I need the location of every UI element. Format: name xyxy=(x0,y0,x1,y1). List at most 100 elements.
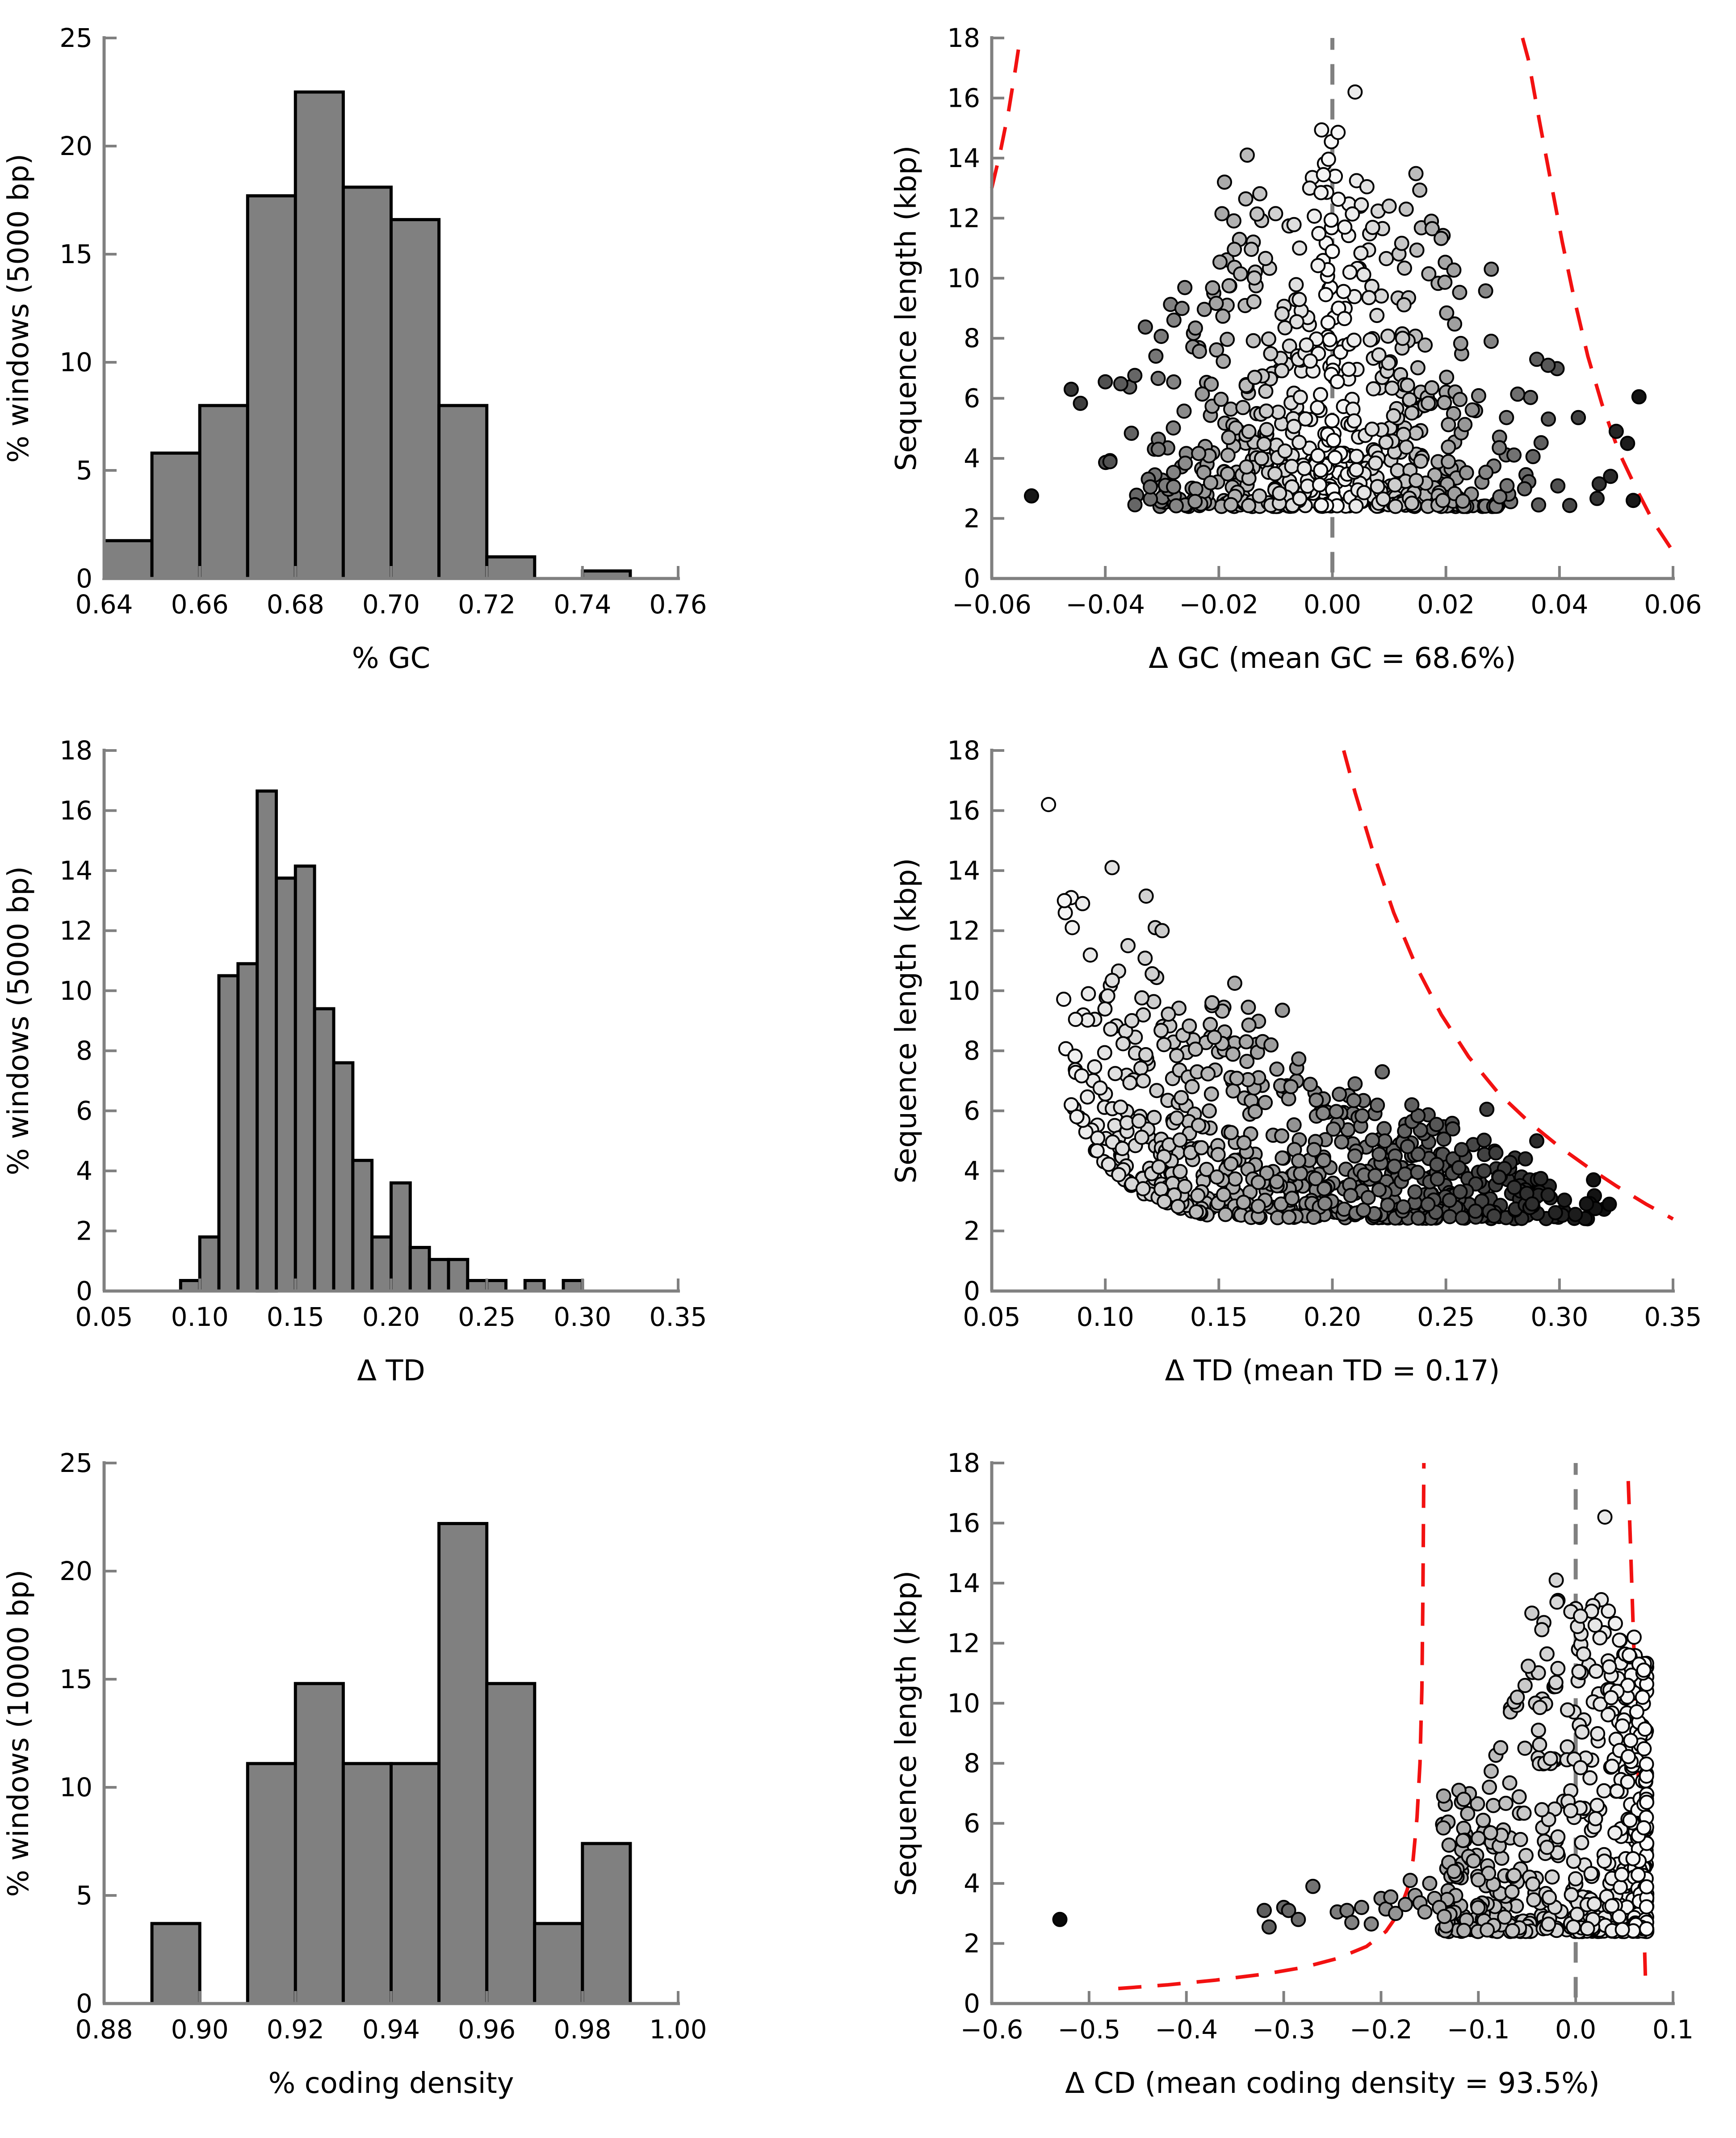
scatter-point xyxy=(1592,1630,1608,1646)
scatter-point xyxy=(1296,461,1312,476)
scatter-point xyxy=(1263,1037,1279,1053)
scatter-point xyxy=(1120,938,1136,953)
scatter-point xyxy=(1203,377,1219,392)
scatter-point xyxy=(1274,306,1290,322)
scatter-point xyxy=(1097,1045,1112,1061)
scatter-point xyxy=(1342,264,1358,280)
histogram-bar xyxy=(246,1762,297,2005)
scatter-point xyxy=(1199,1161,1214,1177)
y-tick-label: 10 xyxy=(947,263,980,293)
scatter-point xyxy=(1194,1140,1209,1156)
scatter-point xyxy=(1356,267,1371,282)
scatter-point xyxy=(1343,1188,1359,1203)
scatter-point xyxy=(1249,206,1265,222)
scatter-point xyxy=(1375,491,1391,507)
scatter-point xyxy=(1074,1068,1090,1084)
x-tick-label: −0.02 xyxy=(1179,589,1258,620)
scatter-point xyxy=(1532,1700,1548,1715)
scatter-point xyxy=(1471,1872,1486,1888)
scatter-point xyxy=(1371,1146,1387,1162)
y-tick-label: 6 xyxy=(964,1096,980,1126)
scatter-point xyxy=(1459,465,1474,481)
scatter-point xyxy=(1235,400,1251,415)
histogram-bar xyxy=(313,1007,335,1293)
histogram-bar xyxy=(351,1159,374,1293)
scatter-point xyxy=(1439,305,1455,321)
histogram-bar xyxy=(370,1235,393,1293)
scatter-point xyxy=(1178,455,1193,471)
scatter-point xyxy=(1397,1897,1413,1912)
scatter-point xyxy=(1115,1036,1131,1052)
scatter-point xyxy=(1421,266,1437,281)
scatter-point xyxy=(1369,308,1385,323)
y-tick-label: 8 xyxy=(964,1748,980,1778)
scatter-point xyxy=(1534,1622,1550,1638)
scatter-point xyxy=(1625,1851,1641,1866)
scatter-point xyxy=(1153,1181,1169,1197)
scatter-point xyxy=(1306,1142,1322,1157)
scatter-point xyxy=(1468,1203,1483,1219)
scatter-point xyxy=(1138,1047,1153,1062)
x-tick-label: 0.25 xyxy=(458,1302,516,1332)
y-tick-label: 20 xyxy=(59,1556,92,1586)
scatter-point xyxy=(1437,1909,1452,1924)
scatter-point xyxy=(1220,331,1235,347)
scatter-point xyxy=(1201,1103,1217,1119)
scatter-point xyxy=(1345,206,1360,222)
scatter-point xyxy=(1223,1125,1239,1140)
scatter-point xyxy=(1488,1145,1504,1161)
scatter-point xyxy=(1566,1853,1581,1869)
scatter-point xyxy=(1388,499,1403,514)
scatter-point xyxy=(1326,1121,1341,1137)
scatter-point xyxy=(1532,1737,1547,1752)
scatter-point xyxy=(1540,357,1556,373)
scatter-point xyxy=(1153,329,1169,344)
scatter-point xyxy=(1221,430,1237,445)
scatter-point xyxy=(1075,896,1090,911)
scatter-point xyxy=(1550,1660,1566,1676)
scatter-point xyxy=(1430,1171,1445,1187)
y-tick-label: 18 xyxy=(947,23,980,53)
scatter-point xyxy=(1320,315,1336,331)
scatter-point xyxy=(1104,973,1120,988)
scatter-point xyxy=(1635,1689,1650,1705)
scatter-point xyxy=(1636,1741,1652,1757)
scatter-point xyxy=(1499,410,1514,425)
scatter-point xyxy=(1329,374,1345,390)
scatter-point xyxy=(1307,208,1322,224)
scatter-point xyxy=(1221,278,1237,293)
scatter-point xyxy=(1499,478,1515,494)
scatter-point xyxy=(1408,425,1424,441)
scatter-point xyxy=(1100,988,1115,1004)
scatter-point xyxy=(1166,465,1181,480)
scatter-point xyxy=(1098,374,1113,390)
y-tick-label: 6 xyxy=(964,383,980,414)
scatter-point xyxy=(1456,1923,1472,1938)
scatter-point xyxy=(1437,274,1453,290)
y-tick-label: 2 xyxy=(76,1216,92,1246)
scatter-point xyxy=(1407,1184,1423,1200)
scatter-point xyxy=(1292,292,1307,307)
y-tick-label: 10 xyxy=(59,976,92,1006)
scatter-point xyxy=(1513,1832,1528,1847)
scatter-point xyxy=(1603,1690,1619,1706)
y-tick-label: 14 xyxy=(947,143,980,173)
histogram-bar xyxy=(485,1682,537,2005)
scatter-point xyxy=(1170,1199,1186,1214)
scatter-point xyxy=(1153,1023,1169,1038)
scatter-point xyxy=(1571,410,1586,425)
x-tick-label: 0.96 xyxy=(458,2014,516,2045)
y-tick-label: 2 xyxy=(964,1216,980,1246)
scatter-point xyxy=(1560,1702,1575,1718)
scatter-point xyxy=(1563,1803,1578,1819)
scatter-point xyxy=(1636,1662,1652,1678)
scatter-point xyxy=(1143,479,1158,495)
scatter-point xyxy=(1216,353,1231,369)
x-axis-label: Δ CD (mean coding density = 93.5%) xyxy=(1065,2067,1600,2100)
y-tick-label: 6 xyxy=(964,1808,980,1839)
scatter-point xyxy=(1464,402,1480,418)
x-tick-label: 0.15 xyxy=(267,1302,324,1332)
scatter-point xyxy=(1591,476,1607,492)
scatter-point xyxy=(1365,1132,1380,1148)
